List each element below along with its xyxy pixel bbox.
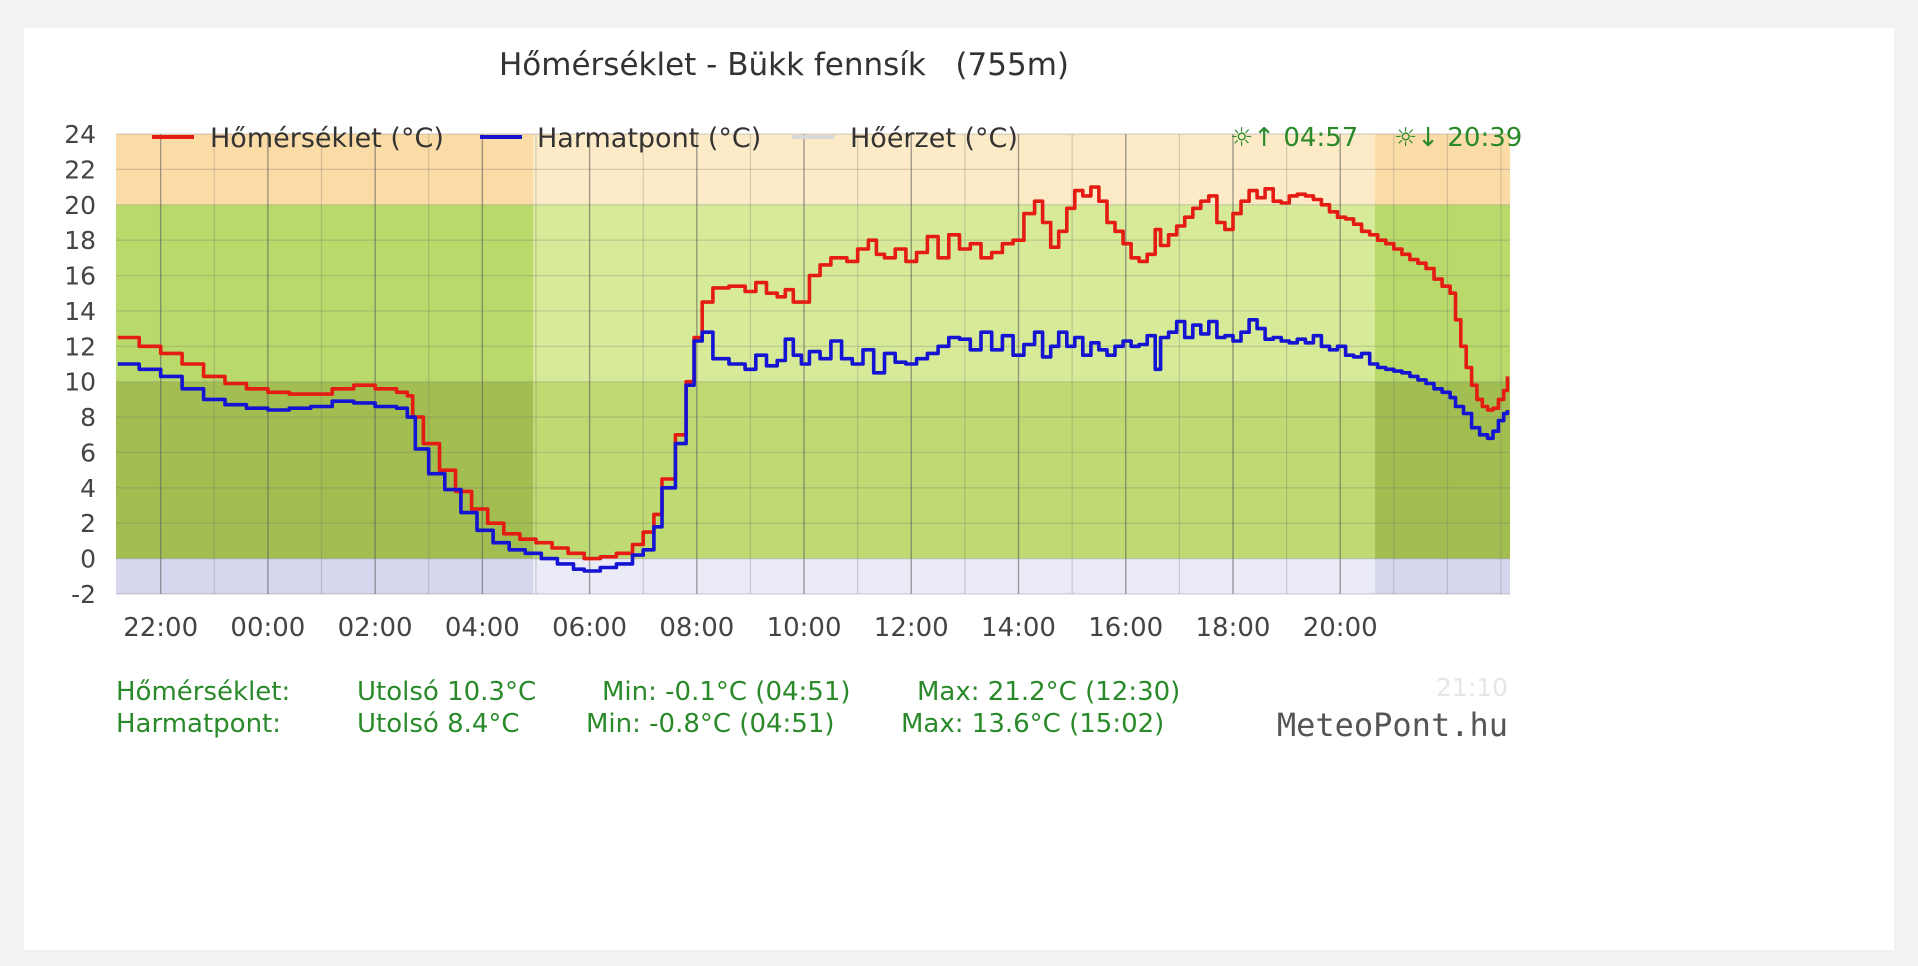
- x-tick-label: 18:00: [1196, 613, 1271, 643]
- y-tick-label: 12: [64, 332, 96, 361]
- band-1-2: [1375, 204, 1510, 382]
- y-tick-label: 8: [80, 403, 96, 432]
- sunset-label: ☼↓ 20:39: [1394, 123, 1522, 153]
- legend-feel-label: Hőérzet (°C): [850, 123, 1018, 154]
- y-tick-label: -2: [71, 580, 96, 609]
- band-3-2: [1375, 558, 1510, 594]
- x-tick-label: 20:00: [1303, 613, 1378, 643]
- stat-dew-min: Min: -0.8°C (04:51): [586, 709, 835, 739]
- timestamp: 21:10: [1436, 673, 1508, 702]
- band-0-0: [116, 134, 534, 205]
- y-tick-label: 18: [64, 226, 96, 255]
- x-tick-label: 00:00: [230, 613, 305, 643]
- stat-dew-label: Harmatpont:: [116, 709, 281, 739]
- x-tick-label: 02:00: [338, 613, 413, 643]
- x-tick-label: 04:00: [445, 613, 520, 643]
- legend-dew-label: Harmatpont (°C): [537, 123, 761, 154]
- watermark: MeteoPont.hu: [1277, 706, 1508, 744]
- y-tick-label: 16: [64, 262, 96, 291]
- y-tick-label: 22: [64, 155, 96, 184]
- x-tick-label: 12:00: [874, 613, 949, 643]
- stat-temp-last: Utolsó 10.3°C: [357, 677, 536, 707]
- x-tick-label: 10:00: [767, 613, 842, 643]
- series-lines: [117, 185, 1510, 573]
- stat-dew-max: Max: 13.6°C (15:02): [901, 709, 1164, 739]
- grid-lines: [116, 133, 1510, 595]
- y-tick-label: 2: [80, 509, 96, 538]
- x-tick-label: 22:00: [123, 613, 198, 643]
- y-tick-label: 24: [64, 120, 96, 149]
- sunrise-label: ☼↑ 04:57: [1230, 123, 1358, 153]
- stat-temp-min: Min: -0.1°C (04:51): [602, 677, 851, 707]
- band-2-0: [116, 381, 534, 559]
- series-dewpoint-line: [117, 318, 1510, 573]
- x-axis-ticks: 22:00 00:00 02:00 04:00 06:00 08:00 10:00 12:00…: [123, 613, 1377, 643]
- band-1-1: [533, 204, 1376, 382]
- x-tick-label: 08:00: [659, 613, 734, 643]
- band-3-1: [533, 558, 1376, 594]
- y-tick-label: 4: [80, 474, 96, 503]
- stat-temp-label: Hőmérséklet:: [116, 677, 290, 707]
- legend-temp-label: Hőmérséklet (°C): [210, 123, 444, 154]
- legend: Hőmérséklet (°C) Harmatpont (°C) Hőérzet…: [152, 123, 1522, 154]
- band-0-2: [1375, 134, 1510, 205]
- y-tick-label: 6: [80, 438, 96, 467]
- y-tick-label: 0: [80, 545, 96, 574]
- x-tick-label: 16:00: [1088, 613, 1163, 643]
- y-tick-label: 14: [64, 297, 96, 326]
- series-temperature-line: [117, 185, 1510, 561]
- band-0-1: [533, 134, 1376, 205]
- chart-card: -2 0 2 4 6 8 10 12 14 16 18 20 22 24 22:00 00:00 02:00 0…: [24, 28, 1894, 950]
- band-2-1: [533, 381, 1376, 559]
- band-1-0: [116, 204, 534, 382]
- stat-temp-max: Max: 21.2°C (12:30): [917, 677, 1180, 707]
- x-tick-label: 14:00: [981, 613, 1056, 643]
- y-tick-label: 20: [64, 191, 96, 220]
- stats-table: Hőmérséklet: Utolsó 10.3°C Min: -0.1°C (…: [116, 677, 1180, 739]
- y-tick-label: 10: [64, 368, 96, 397]
- band-3-0: [116, 558, 534, 594]
- stat-dew-last: Utolsó 8.4°C: [357, 709, 520, 739]
- background-bands: [116, 134, 1510, 594]
- x-tick-label: 06:00: [552, 613, 627, 643]
- chart-title: Hőmérséklet - Bükk fennsík (755m): [499, 47, 1069, 83]
